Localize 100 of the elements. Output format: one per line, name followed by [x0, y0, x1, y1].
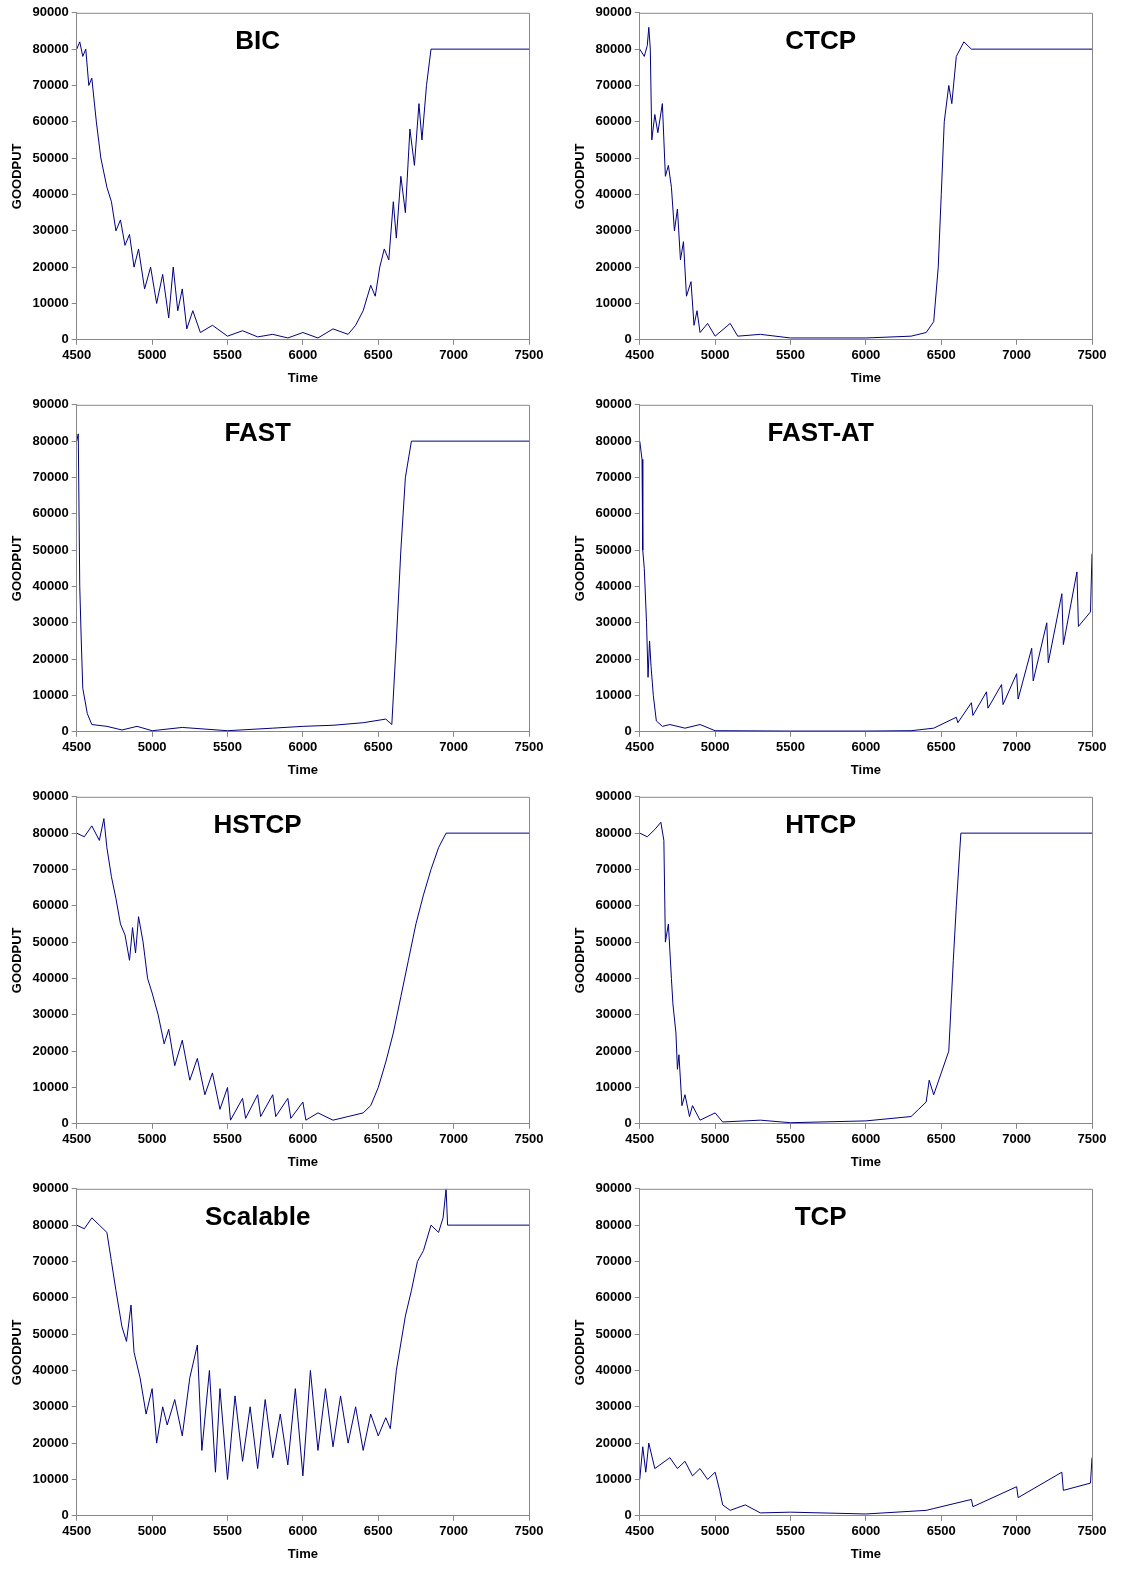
y-tick-label: 40000 — [32, 1362, 69, 1378]
x-tick-label: 5500 — [776, 1523, 805, 1539]
y-tick-label: 0 — [624, 331, 632, 347]
x-tick-label: 6500 — [926, 1523, 956, 1539]
y-tick-label: 0 — [61, 1115, 69, 1131]
y-tick-label: 70000 — [32, 469, 69, 485]
x-tick-label: 5000 — [700, 739, 730, 755]
y-tick-label: 60000 — [595, 505, 632, 521]
y-axis-title: GOODPUT — [9, 927, 25, 994]
x-tick-label: 5000 — [137, 1523, 167, 1539]
x-tick-label: 5000 — [137, 1131, 167, 1147]
y-axis-title: GOODPUT — [572, 927, 588, 994]
y-tick-label: 10000 — [32, 1471, 69, 1487]
x-tick-label: 4500 — [62, 739, 92, 755]
y-tick-label: 40000 — [595, 186, 632, 202]
y-tick-label: 10000 — [595, 295, 632, 311]
y-tick-label: 0 — [61, 331, 69, 347]
text: HTCP — [785, 808, 857, 839]
y-tick-label: 30000 — [32, 1006, 69, 1022]
y-tick-label: 70000 — [595, 469, 632, 485]
y-tick-label: 50000 — [32, 933, 69, 949]
y-tick-label: 10000 — [595, 1471, 632, 1487]
x-axis-title: Time — [287, 1153, 318, 1169]
y-tick-label: 70000 — [595, 1253, 632, 1269]
x-tick-label: 5500 — [213, 1131, 242, 1147]
y-tick-label: 60000 — [32, 1289, 69, 1305]
x-tick-label: 4500 — [625, 347, 655, 363]
x-tick-label: 7000 — [1002, 739, 1032, 755]
x-tick-label: 5000 — [137, 739, 167, 755]
y-tick-label: 20000 — [595, 258, 632, 274]
y-tick-label: 70000 — [32, 77, 69, 93]
text: TCP — [794, 1200, 847, 1231]
y-tick-label: 90000 — [595, 4, 632, 20]
x-axis-title: Time — [850, 1545, 881, 1561]
x-tick-label: 5500 — [776, 739, 805, 755]
x-tick-label: 5000 — [700, 1523, 730, 1539]
y-tick-label: 60000 — [595, 897, 632, 913]
y-tick-label: 80000 — [32, 824, 69, 840]
y-tick-label: 20000 — [595, 650, 632, 666]
text: BIC — [235, 24, 281, 55]
y-tick-label: 20000 — [32, 1042, 69, 1058]
text: FAST-AT — [767, 416, 874, 447]
x-tick-label: 7500 — [1077, 1131, 1107, 1147]
x-tick-label: 4500 — [625, 739, 655, 755]
y-tick-label: 30000 — [595, 222, 632, 238]
y-tick-label: 50000 — [595, 541, 632, 557]
x-tick-label: 6500 — [363, 1131, 393, 1147]
y-axis-title: GOODPUT — [9, 143, 25, 210]
y-tick-label: 20000 — [32, 650, 69, 666]
x-tick-label: 6000 — [288, 1523, 318, 1539]
y-axis-title: GOODPUT — [9, 1319, 25, 1386]
y-tick-label: 30000 — [595, 1006, 632, 1022]
x-tick-label: 6000 — [851, 1131, 881, 1147]
y-tick-label: 10000 — [32, 687, 69, 703]
y-tick-label: 80000 — [32, 1216, 69, 1232]
x-tick-label: 6000 — [288, 1131, 318, 1147]
x-tick-label: 5500 — [776, 1131, 805, 1147]
x-tick-label: 7000 — [439, 739, 469, 755]
x-tick-label: 5000 — [137, 347, 167, 363]
x-axis-title: Time — [850, 1153, 881, 1169]
y-tick-label: 20000 — [32, 1434, 69, 1450]
y-tick-label: 40000 — [32, 578, 69, 594]
text: CTCP — [785, 24, 857, 55]
y-tick-label: 90000 — [595, 1180, 632, 1196]
y-axis-title: GOODPUT — [572, 143, 588, 210]
x-tick-label: 5500 — [213, 347, 242, 363]
y-tick-label: 90000 — [32, 396, 69, 412]
y-tick-label: 40000 — [595, 578, 632, 594]
x-tick-label: 5500 — [213, 1523, 242, 1539]
x-axis-title: Time — [287, 761, 318, 777]
x-axis-title: Time — [850, 761, 881, 777]
y-tick-label: 10000 — [32, 295, 69, 311]
y-tick-label: 50000 — [32, 541, 69, 557]
y-tick-label: 30000 — [32, 614, 69, 630]
x-tick-label: 6000 — [851, 347, 881, 363]
y-tick-label: 80000 — [32, 432, 69, 448]
y-tick-label: 40000 — [595, 1362, 632, 1378]
y-tick-label: 60000 — [32, 505, 69, 521]
y-tick-label: 40000 — [32, 970, 69, 986]
y-tick-label: 10000 — [32, 1079, 69, 1095]
x-tick-label: 7000 — [1002, 347, 1032, 363]
y-tick-label: 50000 — [32, 149, 69, 165]
y-tick-label: 60000 — [595, 113, 632, 129]
x-tick-label: 7500 — [514, 347, 544, 363]
y-tick-label: 80000 — [595, 432, 632, 448]
y-tick-label: 60000 — [32, 113, 69, 129]
y-tick-label: 70000 — [32, 1253, 69, 1269]
x-tick-label: 6500 — [363, 347, 393, 363]
y-tick-label: 0 — [624, 1507, 632, 1523]
y-tick-label: 80000 — [595, 1216, 632, 1232]
text: HSTCP — [213, 808, 302, 839]
text: FAST — [224, 416, 291, 447]
x-tick-label: 4500 — [62, 1131, 92, 1147]
x-tick-label: 4500 — [625, 1131, 655, 1147]
x-tick-label: 5000 — [700, 347, 730, 363]
y-tick-label: 20000 — [595, 1434, 632, 1450]
x-axis-title: Time — [850, 369, 881, 385]
y-tick-label: 30000 — [32, 1398, 69, 1414]
x-tick-label: 6500 — [363, 1523, 393, 1539]
y-tick-label: 90000 — [32, 788, 69, 804]
